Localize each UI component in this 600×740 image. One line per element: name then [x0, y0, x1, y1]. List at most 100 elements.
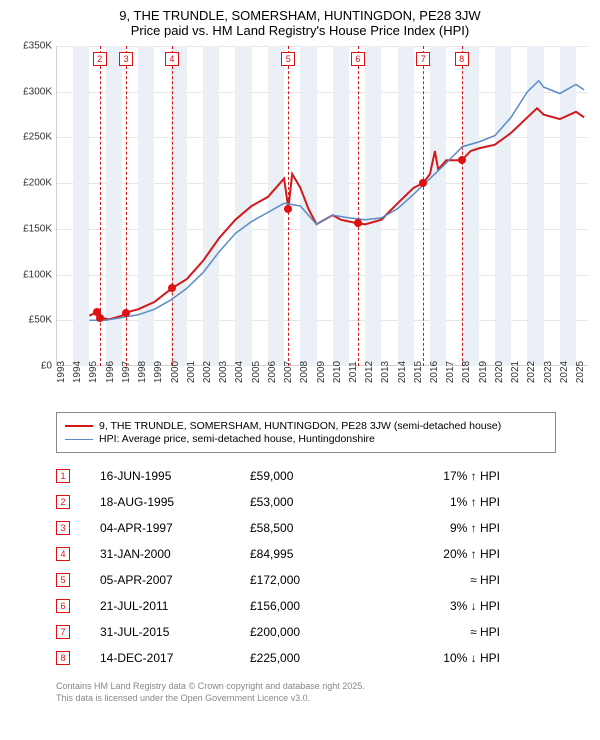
- transaction-price: £225,000: [250, 651, 380, 665]
- x-axis-label: 2023: [543, 361, 554, 383]
- footnote-line: Contains HM Land Registry data © Crown c…: [56, 681, 588, 693]
- x-axis-label: 2020: [494, 361, 505, 383]
- transaction-row: 6 21-JUL-2011 £156,000 3% ↓ HPI: [56, 593, 556, 619]
- transaction-delta: 10% ↓ HPI: [380, 651, 500, 665]
- legend: 9, THE TRUNDLE, SOMERSHAM, HUNTINGDON, P…: [56, 412, 556, 453]
- transaction-row: 5 05-APR-2007 £172,000 ≈ HPI: [56, 567, 556, 593]
- transaction-delta: 3% ↓ HPI: [380, 599, 500, 613]
- x-axis-label: 2021: [510, 361, 521, 383]
- x-axis-label: 2012: [364, 361, 375, 383]
- transactions-table: 1 16-JUN-1995 £59,000 17% ↑ HPI 2 18-AUG…: [56, 463, 556, 671]
- transaction-dot: [419, 179, 427, 187]
- transaction-dot: [458, 156, 466, 164]
- transaction-date: 31-JAN-2000: [100, 547, 250, 561]
- x-axis-label: 1993: [56, 361, 67, 383]
- transaction-date: 18-AUG-1995: [100, 495, 250, 509]
- transaction-delta: 17% ↑ HPI: [380, 469, 500, 483]
- x-axis-label: 2008: [299, 361, 310, 383]
- chart-area: £0£50K£100K£150K£200K£250K£300K£350K 234…: [12, 46, 588, 406]
- legend-label: HPI: Average price, semi-detached house,…: [99, 433, 375, 445]
- x-axis-label: 2007: [283, 361, 294, 383]
- chart-container: 9, THE TRUNDLE, SOMERSHAM, HUNTINGDON, P…: [0, 0, 600, 716]
- transaction-row: 4 31-JAN-2000 £84,995 20% ↑ HPI: [56, 541, 556, 567]
- x-axis-label: 2003: [218, 361, 229, 383]
- transaction-dot: [122, 309, 130, 317]
- transaction-number: 1: [56, 469, 70, 483]
- transaction-price: £172,000: [250, 573, 380, 587]
- x-axis-label: 2011: [348, 361, 359, 383]
- x-axis-label: 2005: [251, 361, 262, 383]
- legend-label: 9, THE TRUNDLE, SOMERSHAM, HUNTINGDON, P…: [99, 420, 501, 432]
- legend-item-property: 9, THE TRUNDLE, SOMERSHAM, HUNTINGDON, P…: [65, 420, 547, 432]
- transaction-price: £200,000: [250, 625, 380, 639]
- transaction-delta: 20% ↑ HPI: [380, 547, 500, 561]
- transaction-dot: [284, 205, 292, 213]
- transaction-row: 1 16-JUN-1995 £59,000 17% ↑ HPI: [56, 463, 556, 489]
- transaction-date: 04-APR-1997: [100, 521, 250, 535]
- transaction-row: 7 31-JUL-2015 £200,000 ≈ HPI: [56, 619, 556, 645]
- x-axis-label: 2015: [413, 361, 424, 383]
- x-axis-label: 2013: [380, 361, 391, 383]
- chart-subtitle: Price paid vs. HM Land Registry's House …: [12, 23, 588, 38]
- x-axis-label: 2014: [397, 361, 408, 383]
- series-hpi: [89, 81, 584, 321]
- x-axis-label: 2001: [186, 361, 197, 383]
- transaction-date: 16-JUN-1995: [100, 469, 250, 483]
- transaction-price: £53,000: [250, 495, 380, 509]
- transaction-date: 31-JUL-2015: [100, 625, 250, 639]
- x-axis-label: 2019: [478, 361, 489, 383]
- transaction-price: £156,000: [250, 599, 380, 613]
- legend-swatch: [65, 425, 93, 427]
- transaction-number: 6: [56, 599, 70, 613]
- x-axis-label: 2022: [526, 361, 537, 383]
- transaction-price: £59,000: [250, 469, 380, 483]
- transaction-row: 2 18-AUG-1995 £53,000 1% ↑ HPI: [56, 489, 556, 515]
- transaction-delta: ≈ HPI: [380, 573, 500, 587]
- x-axis-label: 2016: [429, 361, 440, 383]
- transaction-delta: 9% ↑ HPI: [380, 521, 500, 535]
- series-property: [89, 108, 584, 319]
- y-axis-label: £100K: [12, 269, 52, 280]
- x-axis-label: 2018: [461, 361, 472, 383]
- transaction-marker-box: 2: [93, 52, 107, 66]
- chart-title: 9, THE TRUNDLE, SOMERSHAM, HUNTINGDON, P…: [12, 8, 588, 23]
- transaction-row: 8 14-DEC-2017 £225,000 10% ↓ HPI: [56, 645, 556, 671]
- y-axis-label: £200K: [12, 178, 52, 189]
- y-axis-label: £50K: [12, 315, 52, 326]
- transaction-number: 5: [56, 573, 70, 587]
- footnote-line: This data is licensed under the Open Gov…: [56, 693, 588, 705]
- line-series: [57, 46, 589, 366]
- transaction-marker-box: 8: [455, 52, 469, 66]
- y-axis-label: £300K: [12, 86, 52, 97]
- transaction-price: £84,995: [250, 547, 380, 561]
- transaction-marker-box: 6: [351, 52, 365, 66]
- transaction-date: 21-JUL-2011: [100, 599, 250, 613]
- transaction-price: £58,500: [250, 521, 380, 535]
- x-axis-label: 2025: [575, 361, 586, 383]
- x-axis-label: 1997: [121, 361, 132, 383]
- transaction-marker-box: 3: [119, 52, 133, 66]
- x-axis-label: 1999: [153, 361, 164, 383]
- transaction-delta: ≈ HPI: [380, 625, 500, 639]
- transaction-dot: [168, 284, 176, 292]
- transaction-dot: [96, 314, 104, 322]
- x-axis-label: 1994: [72, 361, 83, 383]
- x-axis-label: 2009: [316, 361, 327, 383]
- y-axis-label: £150K: [12, 223, 52, 234]
- transaction-marker-box: 4: [165, 52, 179, 66]
- x-axis-label: 2017: [445, 361, 456, 383]
- x-axis-label: 2002: [202, 361, 213, 383]
- transaction-date: 05-APR-2007: [100, 573, 250, 587]
- x-axis-label: 1995: [88, 361, 99, 383]
- legend-item-hpi: HPI: Average price, semi-detached house,…: [65, 433, 547, 445]
- x-axis-label: 2024: [559, 361, 570, 383]
- transaction-marker-box: 7: [416, 52, 430, 66]
- x-axis-label: 1996: [105, 361, 116, 383]
- x-axis-label: 2010: [332, 361, 343, 383]
- legend-swatch: [65, 439, 93, 440]
- y-axis-label: £250K: [12, 132, 52, 143]
- footnote: Contains HM Land Registry data © Crown c…: [56, 681, 588, 704]
- transaction-number: 2: [56, 495, 70, 509]
- x-axis-label: 1998: [137, 361, 148, 383]
- y-axis-label: £0: [12, 361, 52, 372]
